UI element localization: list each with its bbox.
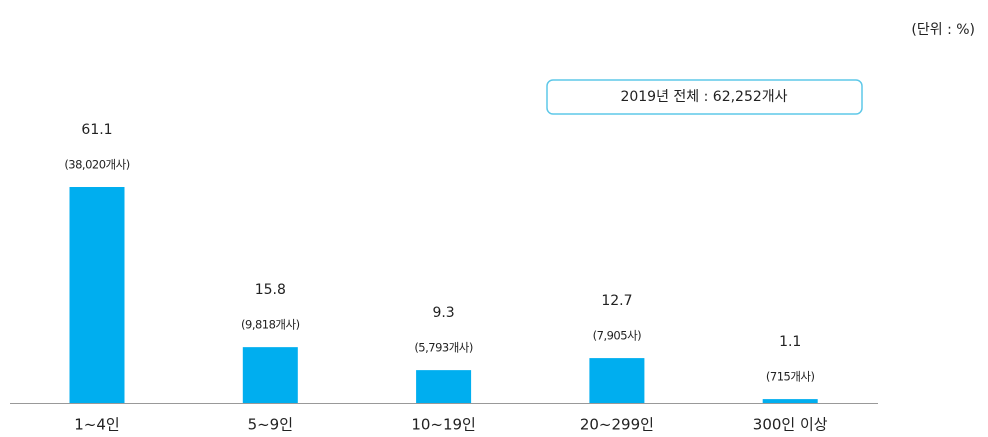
x-tick-label: 1~4인 [74, 416, 119, 434]
count-label: (9,818개사) [241, 318, 300, 332]
x-tick-label: 300인 이상 [753, 416, 828, 434]
value-label: 61.1 [81, 122, 112, 138]
value-label: 12.7 [601, 293, 632, 309]
bar [69, 187, 125, 403]
annotation: 2019년 전체 : 62,252개사 [620, 89, 787, 105]
bar [762, 399, 818, 403]
unit-label: (단위 : %) [911, 22, 975, 38]
x-tick-label: 10~19인 [411, 416, 476, 434]
bar [416, 370, 472, 403]
bar [589, 358, 645, 403]
count-label: (5,793개사) [414, 341, 473, 355]
count-label: (7,905사) [593, 329, 641, 343]
x-tick-label: 20~299인 [580, 416, 654, 434]
value-label: 15.8 [255, 282, 286, 298]
x-tick-label: 5~9인 [248, 416, 293, 434]
bar [242, 347, 298, 403]
count-label: (715개사) [766, 370, 815, 384]
value-label: 1.1 [779, 334, 801, 350]
annotation-box [546, 79, 863, 115]
count-label: (38,020개사) [64, 158, 129, 172]
value-label: 9.3 [432, 305, 454, 321]
